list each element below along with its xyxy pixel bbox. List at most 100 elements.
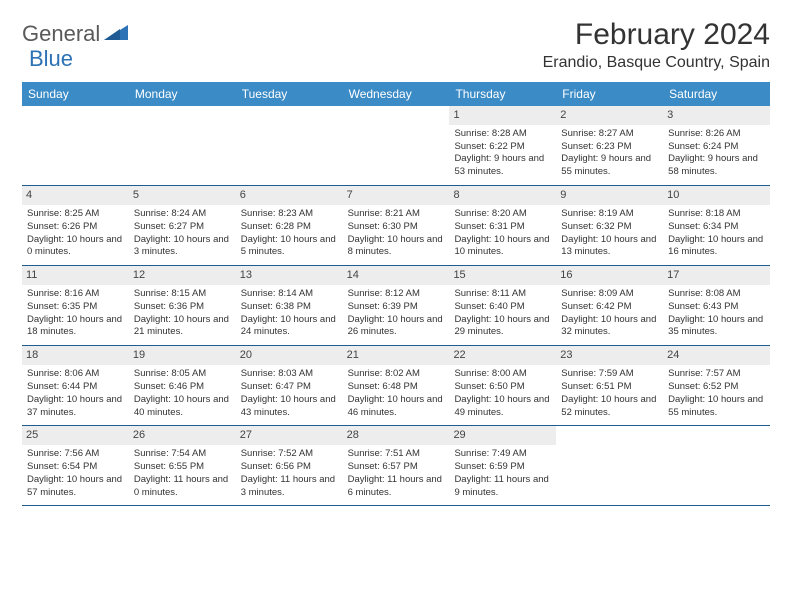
sunrise-text: Sunrise: 8:26 AM — [668, 128, 765, 141]
day-number: 4 — [22, 186, 129, 205]
day-number: 3 — [663, 106, 770, 125]
sunset-text: Sunset: 6:22 PM — [454, 141, 551, 154]
sunrise-text: Sunrise: 7:54 AM — [134, 448, 231, 461]
sunrise-text: Sunrise: 8:16 AM — [27, 288, 124, 301]
sunset-text: Sunset: 6:35 PM — [27, 301, 124, 314]
sunset-text: Sunset: 6:48 PM — [348, 381, 445, 394]
day-number: 26 — [129, 426, 236, 445]
sunset-text: Sunset: 6:54 PM — [27, 461, 124, 474]
brand-blue-text-wrap: Blue — [27, 46, 73, 72]
day-cell: 15Sunrise: 8:11 AMSunset: 6:40 PMDayligh… — [449, 266, 556, 345]
daylight-text: Daylight: 10 hours and 24 minutes. — [241, 314, 338, 340]
sunset-text: Sunset: 6:36 PM — [134, 301, 231, 314]
sunset-text: Sunset: 6:31 PM — [454, 221, 551, 234]
day-number — [343, 106, 450, 125]
day-number: 16 — [556, 266, 663, 285]
day-cell: 21Sunrise: 8:02 AMSunset: 6:48 PMDayligh… — [343, 346, 450, 425]
daylight-text: Daylight: 10 hours and 49 minutes. — [454, 394, 551, 420]
day-number: 7 — [343, 186, 450, 205]
sunrise-text: Sunrise: 8:24 AM — [134, 208, 231, 221]
weekday-fri: Friday — [556, 82, 663, 106]
weekday-tue: Tuesday — [236, 82, 343, 106]
day-number: 1 — [449, 106, 556, 125]
daylight-text: Daylight: 10 hours and 0 minutes. — [27, 234, 124, 260]
daylight-text: Daylight: 10 hours and 5 minutes. — [241, 234, 338, 260]
day-number: 14 — [343, 266, 450, 285]
daylight-text: Daylight: 10 hours and 13 minutes. — [561, 234, 658, 260]
day-number: 22 — [449, 346, 556, 365]
daylight-text: Daylight: 9 hours and 58 minutes. — [668, 153, 765, 179]
sunrise-text: Sunrise: 8:19 AM — [561, 208, 658, 221]
sunset-text: Sunset: 6:24 PM — [668, 141, 765, 154]
daylight-text: Daylight: 10 hours and 3 minutes. — [134, 234, 231, 260]
calendar-grid: Sunday Monday Tuesday Wednesday Thursday… — [22, 82, 770, 506]
day-cell: 29Sunrise: 7:49 AMSunset: 6:59 PMDayligh… — [449, 426, 556, 505]
day-number — [129, 106, 236, 125]
week-row: 4Sunrise: 8:25 AMSunset: 6:26 PMDaylight… — [22, 186, 770, 266]
day-number: 24 — [663, 346, 770, 365]
sunset-text: Sunset: 6:59 PM — [454, 461, 551, 474]
brand-text-1: General — [22, 22, 100, 45]
day-number: 21 — [343, 346, 450, 365]
day-number: 20 — [236, 346, 343, 365]
sunset-text: Sunset: 6:42 PM — [561, 301, 658, 314]
week-row: 25Sunrise: 7:56 AMSunset: 6:54 PMDayligh… — [22, 426, 770, 506]
sunset-text: Sunset: 6:27 PM — [134, 221, 231, 234]
day-cell — [556, 426, 663, 505]
daylight-text: Daylight: 10 hours and 21 minutes. — [134, 314, 231, 340]
daylight-text: Daylight: 10 hours and 29 minutes. — [454, 314, 551, 340]
day-number: 6 — [236, 186, 343, 205]
day-number — [22, 106, 129, 125]
title-block: February 2024 Erandio, Basque Country, S… — [543, 18, 770, 72]
day-cell: 24Sunrise: 7:57 AMSunset: 6:52 PMDayligh… — [663, 346, 770, 425]
weekday-mon: Monday — [129, 82, 236, 106]
sunrise-text: Sunrise: 8:23 AM — [241, 208, 338, 221]
day-number: 29 — [449, 426, 556, 445]
day-number — [236, 106, 343, 125]
day-cell: 23Sunrise: 7:59 AMSunset: 6:51 PMDayligh… — [556, 346, 663, 425]
daylight-text: Daylight: 11 hours and 9 minutes. — [454, 474, 551, 500]
daylight-text: Daylight: 11 hours and 0 minutes. — [134, 474, 231, 500]
daylight-text: Daylight: 9 hours and 55 minutes. — [561, 153, 658, 179]
sunset-text: Sunset: 6:32 PM — [561, 221, 658, 234]
day-cell: 9Sunrise: 8:19 AMSunset: 6:32 PMDaylight… — [556, 186, 663, 265]
day-number: 15 — [449, 266, 556, 285]
day-cell: 28Sunrise: 7:51 AMSunset: 6:57 PMDayligh… — [343, 426, 450, 505]
calendar-page: General February 2024 Erandio, Basque Co… — [0, 0, 792, 516]
sunset-text: Sunset: 6:57 PM — [348, 461, 445, 474]
weekday-wed: Wednesday — [343, 82, 450, 106]
day-cell: 7Sunrise: 8:21 AMSunset: 6:30 PMDaylight… — [343, 186, 450, 265]
sunrise-text: Sunrise: 8:28 AM — [454, 128, 551, 141]
daylight-text: Daylight: 10 hours and 16 minutes. — [668, 234, 765, 260]
sunrise-text: Sunrise: 8:12 AM — [348, 288, 445, 301]
daylight-text: Daylight: 11 hours and 3 minutes. — [241, 474, 338, 500]
sunrise-text: Sunrise: 8:25 AM — [27, 208, 124, 221]
sunset-text: Sunset: 6:46 PM — [134, 381, 231, 394]
day-number: 28 — [343, 426, 450, 445]
day-number: 12 — [129, 266, 236, 285]
weekday-header-row: Sunday Monday Tuesday Wednesday Thursday… — [22, 82, 770, 106]
sunrise-text: Sunrise: 8:18 AM — [668, 208, 765, 221]
sunset-text: Sunset: 6:44 PM — [27, 381, 124, 394]
sunset-text: Sunset: 6:43 PM — [668, 301, 765, 314]
month-title: February 2024 — [543, 18, 770, 52]
sunset-text: Sunset: 6:56 PM — [241, 461, 338, 474]
brand-triangle-icon — [104, 22, 130, 47]
day-cell: 3 Sunrise: 8:26 AMSunset: 6:24 PMDaylight… — [663, 106, 770, 185]
daylight-text: Daylight: 10 hours and 35 minutes. — [668, 314, 765, 340]
daylight-text: Daylight: 10 hours and 43 minutes. — [241, 394, 338, 420]
sunset-text: Sunset: 6:39 PM — [348, 301, 445, 314]
weekday-thu: Thursday — [449, 82, 556, 106]
daylight-text: Daylight: 10 hours and 18 minutes. — [27, 314, 124, 340]
daylight-text: Daylight: 10 hours and 8 minutes. — [348, 234, 445, 260]
location-text: Erandio, Basque Country, Spain — [543, 54, 770, 72]
sunset-text: Sunset: 6:40 PM — [454, 301, 551, 314]
daylight-text: Daylight: 10 hours and 10 minutes. — [454, 234, 551, 260]
sunrise-text: Sunrise: 7:56 AM — [27, 448, 124, 461]
day-cell: 12Sunrise: 8:15 AMSunset: 6:36 PMDayligh… — [129, 266, 236, 345]
day-number: 10 — [663, 186, 770, 205]
day-cell: 27Sunrise: 7:52 AMSunset: 6:56 PMDayligh… — [236, 426, 343, 505]
day-cell: 5Sunrise: 8:24 AMSunset: 6:27 PMDaylight… — [129, 186, 236, 265]
day-number: 23 — [556, 346, 663, 365]
day-cell: 26Sunrise: 7:54 AMSunset: 6:55 PMDayligh… — [129, 426, 236, 505]
